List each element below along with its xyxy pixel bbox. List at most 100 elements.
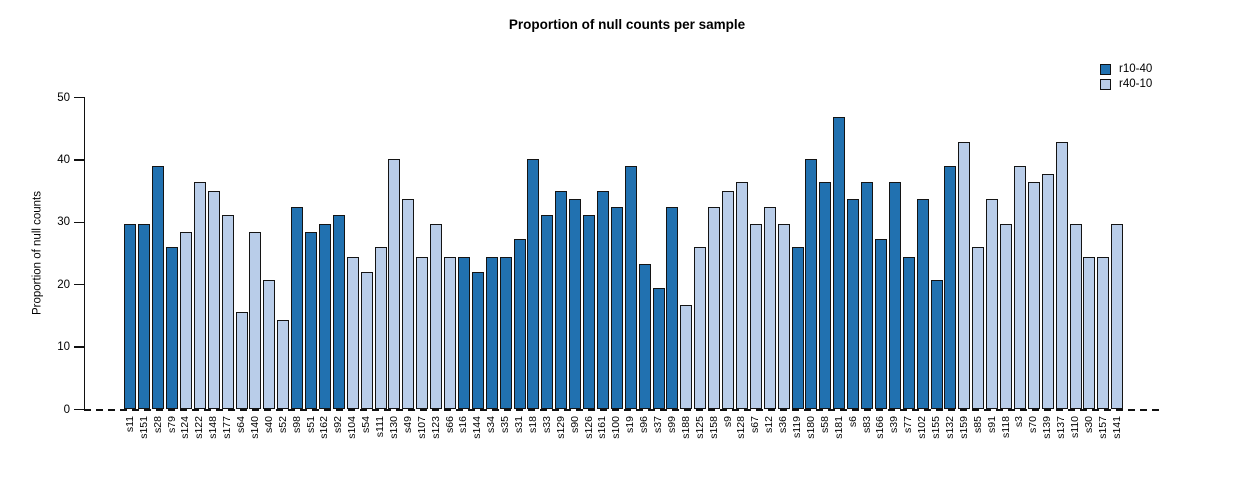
- bar-s128: [735, 182, 748, 410]
- bar-s104: [346, 256, 359, 410]
- x-axis-label: s125: [693, 416, 706, 439]
- x-axis-label: s11: [123, 416, 136, 433]
- x-axis-label: s162: [318, 416, 331, 439]
- bar-s19: [624, 166, 637, 410]
- x-axis-label: s92: [332, 416, 345, 433]
- bar-s11: [124, 223, 137, 410]
- x-axis-label: s19: [624, 416, 637, 433]
- x-axis-label: s118: [999, 416, 1012, 438]
- bar-s125: [694, 247, 707, 410]
- x-axis-label: s111: [374, 416, 386, 438]
- bar-s67: [749, 223, 762, 410]
- bar-s158: [708, 206, 721, 410]
- x-axis-label: s37: [652, 416, 664, 433]
- y-tick: [74, 346, 84, 348]
- x-axis-label: s130: [387, 416, 400, 439]
- x-axis-label: s30: [1082, 416, 1095, 433]
- x-axis-label: s158: [707, 416, 720, 439]
- x-axis-label: s96: [638, 416, 651, 433]
- bar-s144: [471, 271, 484, 410]
- bar-s123: [430, 223, 443, 410]
- bar-s159: [958, 142, 971, 410]
- chart-title: Proportion of null counts per sample: [508, 17, 746, 32]
- bar-s12: [763, 206, 776, 410]
- x-axis-label: s137: [1055, 416, 1068, 439]
- x-axis-label: s34: [485, 416, 498, 433]
- x-axis-label: s85: [971, 416, 984, 433]
- legend-label: r40-10: [1119, 78, 1153, 90]
- bar-s83: [861, 182, 873, 410]
- bar-s49: [402, 198, 415, 410]
- x-axis-label: s83: [860, 416, 873, 433]
- bar-s126: [583, 214, 595, 410]
- x-axis-label: s102: [916, 416, 929, 439]
- bar-s98: [291, 206, 304, 410]
- y-axis-line: [83, 97, 85, 410]
- x-axis-label: s157: [1096, 416, 1109, 439]
- y-tick-label: 20: [57, 278, 70, 291]
- bar-s110: [1069, 223, 1082, 410]
- bar-s129: [555, 191, 568, 410]
- x-axis-label: s122: [193, 416, 206, 439]
- x-axis-label: s67: [749, 416, 762, 433]
- bar-s64: [235, 312, 248, 410]
- bar-s130: [388, 158, 401, 410]
- x-axis-label: s139: [1041, 416, 1054, 439]
- x-axis-label: s180: [804, 416, 817, 439]
- bar-s99: [666, 206, 679, 410]
- bar-s102: [916, 198, 929, 410]
- legend-swatch-r10-40: [1100, 64, 1111, 75]
- x-axis-label: s39: [888, 416, 901, 433]
- x-axis-label: s104: [346, 416, 359, 439]
- y-tick-label: 0: [63, 403, 70, 416]
- x-axis-label: s148: [207, 416, 220, 439]
- bar-s58: [819, 182, 832, 410]
- bar-s77: [902, 256, 915, 410]
- bar-s35: [499, 256, 512, 410]
- legend-entry: r10-40: [1100, 62, 1152, 77]
- bar-s122: [193, 182, 206, 410]
- bar-s181: [833, 117, 846, 410]
- x-axis-label: s188: [679, 416, 692, 439]
- x-axis-label: s70: [1027, 416, 1040, 433]
- x-axis-label: s49: [401, 416, 414, 433]
- bar-s31: [513, 239, 526, 410]
- x-axis-label: s12: [763, 416, 776, 433]
- legend-swatch-r40-10: [1100, 79, 1111, 90]
- bar-s119: [791, 247, 804, 410]
- bar-s151: [138, 223, 151, 410]
- bar-s140: [249, 231, 262, 410]
- x-axis-label: s52: [276, 416, 289, 433]
- x-axis-label: s54: [360, 416, 373, 433]
- bar-s166: [874, 239, 887, 410]
- x-axis-label: s79: [165, 416, 178, 433]
- bar-s137: [1055, 142, 1068, 410]
- x-axis-label: s100: [610, 416, 623, 439]
- legend-label: r10-40: [1119, 63, 1153, 75]
- bar-s96: [638, 264, 651, 410]
- x-axis-label: s36: [777, 416, 790, 433]
- x-axis-label: s129: [554, 416, 567, 439]
- bar-s91: [986, 198, 999, 410]
- x-axis-label: s141: [1110, 416, 1123, 439]
- y-tick: [74, 96, 84, 99]
- bar-s66: [444, 256, 456, 410]
- x-axis-label: s35: [499, 416, 512, 433]
- x-axis-label: s98: [290, 416, 303, 433]
- zero-baseline-dashed: [84, 408, 1164, 411]
- bar-s90: [569, 198, 582, 410]
- x-axis-label: s155: [930, 416, 942, 439]
- x-axis-label: s3: [1013, 416, 1026, 428]
- bar-s92: [332, 214, 345, 410]
- bar-s37: [652, 287, 665, 410]
- bar-s34: [485, 256, 498, 410]
- x-axis-label: s123: [429, 416, 442, 439]
- bar-s157: [1097, 256, 1110, 410]
- x-axis-label: s124: [179, 416, 192, 439]
- x-axis-label: s161: [596, 416, 609, 439]
- x-axis-label: s119: [791, 416, 803, 438]
- bar-s36: [777, 223, 790, 410]
- legend-entry: r40-10: [1100, 77, 1152, 92]
- legend: r10-40 r40-10: [1100, 62, 1152, 92]
